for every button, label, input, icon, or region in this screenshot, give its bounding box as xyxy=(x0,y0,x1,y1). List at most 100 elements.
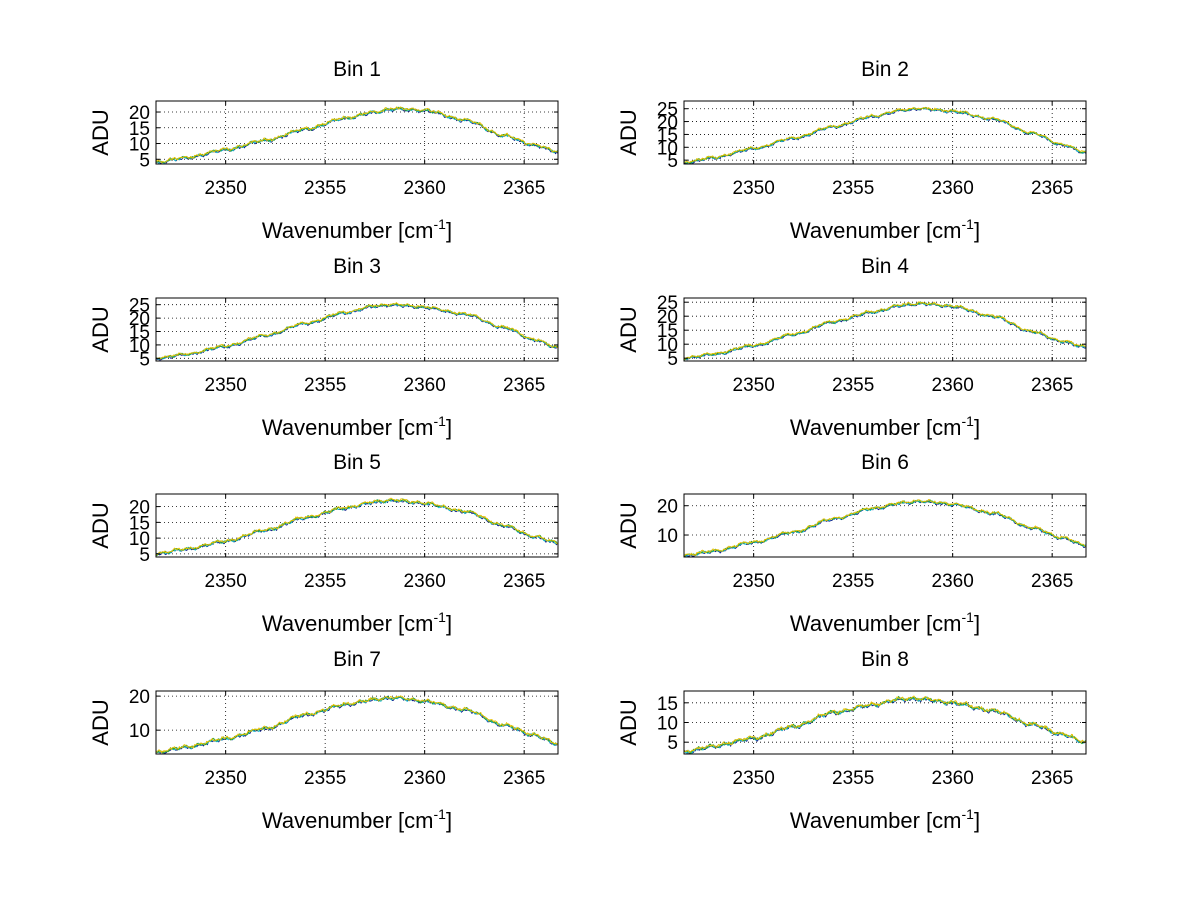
x-tick-label: 2365 xyxy=(503,768,545,789)
subplot-7: 2350 2355 2360 2365 10 20 Bin 7 Wavenumber [cm-… xyxy=(88,648,559,833)
y-tick-label: 20 xyxy=(129,687,150,708)
x-tick-label: 2350 xyxy=(733,768,775,789)
x-tick-label: 2355 xyxy=(304,571,346,592)
x-tick-label: 2350 xyxy=(733,571,775,592)
subplot-title: Bin 7 xyxy=(333,648,381,671)
x-tick-label: 2355 xyxy=(832,768,874,789)
x-axis-label: Wavenumber [cm-1] xyxy=(262,806,452,833)
axes-box xyxy=(683,297,1087,362)
y-axis-label: ADU xyxy=(616,502,641,548)
x-tick-label: 2360 xyxy=(404,768,446,789)
y-tick-label: 25 xyxy=(129,296,150,317)
x-tick-label: 2365 xyxy=(503,178,545,199)
y-tick-label: 25 xyxy=(657,293,678,314)
x-tick-label: 2360 xyxy=(404,375,446,396)
y-tick-label: 10 xyxy=(129,721,150,742)
y-tick-label: 20 xyxy=(657,497,678,518)
subplot-title: Bin 6 xyxy=(861,451,909,474)
series-group xyxy=(156,695,558,754)
y-tick-label: 10 xyxy=(657,714,678,735)
y-tick-label: 5 xyxy=(139,349,150,370)
series-line-4 xyxy=(684,695,1086,753)
series-group xyxy=(684,301,1086,361)
x-tick-label: 2350 xyxy=(205,571,247,592)
y-tick-label: 15 xyxy=(129,323,150,344)
series-group xyxy=(684,695,1086,754)
x-axis-label: Wavenumber [cm-1] xyxy=(790,806,980,833)
x-tick-label: 2365 xyxy=(1031,178,1073,199)
series-group xyxy=(156,106,558,164)
subplot-title: Bin 8 xyxy=(861,648,909,671)
y-tick-label: 5 xyxy=(667,349,678,370)
axes-background xyxy=(156,298,558,361)
y-tick-label: 5 xyxy=(667,151,678,172)
x-tick-label: 2365 xyxy=(1031,768,1073,789)
subplot-6: 2350 2355 2360 2365 10 20 Bin 6 Wavenumber [cm-… xyxy=(616,451,1087,636)
y-axis-label: ADU xyxy=(616,699,641,745)
series-line-4 xyxy=(156,497,558,556)
x-tick-label: 2360 xyxy=(404,178,446,199)
series-line-4 xyxy=(156,695,558,754)
x-tick-label: 2360 xyxy=(932,571,974,592)
x-axis-label: Wavenumber [cm-1] xyxy=(790,609,980,636)
axes-background xyxy=(684,101,1086,164)
y-tick-label: 15 xyxy=(657,694,678,715)
y-tick-label: 10 xyxy=(657,526,678,547)
y-tick-label: 10 xyxy=(657,138,678,159)
y-tick-label: 5 xyxy=(139,150,150,171)
y-tick-label: 10 xyxy=(657,335,678,356)
y-tick-label: 10 xyxy=(129,135,150,156)
x-axis-label: Wavenumber [cm-1] xyxy=(262,413,452,440)
x-tick-label: 2360 xyxy=(932,178,974,199)
series-line-4 xyxy=(684,106,1086,164)
y-tick-label: 10 xyxy=(129,336,150,357)
x-tick-label: 2365 xyxy=(503,571,545,592)
axes-box xyxy=(155,297,559,362)
x-axis-label: Wavenumber [cm-1] xyxy=(790,216,980,243)
series-group xyxy=(684,106,1086,164)
axes-box xyxy=(155,493,559,558)
x-tick-label: 2350 xyxy=(205,178,247,199)
x-tick-label: 2350 xyxy=(205,375,247,396)
subplot-title: Bin 3 xyxy=(333,255,381,278)
y-tick-label: 15 xyxy=(657,321,678,342)
x-tick-label: 2365 xyxy=(503,375,545,396)
y-tick-label: 20 xyxy=(657,113,678,134)
x-tick-label: 2355 xyxy=(832,178,874,199)
x-tick-label: 2350 xyxy=(733,178,775,199)
x-axis-label: Wavenumber [cm-1] xyxy=(262,609,452,636)
y-tick-label: 25 xyxy=(657,100,678,121)
y-tick-label: 15 xyxy=(129,119,150,140)
x-tick-label: 2355 xyxy=(304,768,346,789)
series-line-4 xyxy=(684,301,1086,360)
series-group xyxy=(156,497,558,556)
series-group xyxy=(684,499,1086,557)
x-tick-label: 2355 xyxy=(304,375,346,396)
y-axis-label: ADU xyxy=(88,699,113,745)
axes-box xyxy=(155,100,559,165)
x-tick-label: 2360 xyxy=(932,768,974,789)
y-tick-label: 5 xyxy=(667,733,678,754)
y-axis-label: ADU xyxy=(88,109,113,155)
y-tick-label: 20 xyxy=(129,498,150,519)
y-tick-label: 20 xyxy=(657,307,678,328)
subplot-title: Bin 4 xyxy=(861,255,909,278)
series-line-4 xyxy=(156,106,558,164)
axes-background xyxy=(156,101,558,164)
axes-background xyxy=(156,494,558,557)
series-group xyxy=(156,302,558,361)
x-tick-label: 2350 xyxy=(205,768,247,789)
y-axis-label: ADU xyxy=(88,502,113,548)
y-axis-label: ADU xyxy=(88,306,113,352)
axes-box xyxy=(683,493,1087,558)
y-tick-label: 15 xyxy=(129,513,150,534)
axes-background xyxy=(684,298,1086,361)
y-tick-label: 5 xyxy=(139,545,150,566)
axes-background xyxy=(156,691,558,754)
x-tick-label: 2355 xyxy=(304,178,346,199)
